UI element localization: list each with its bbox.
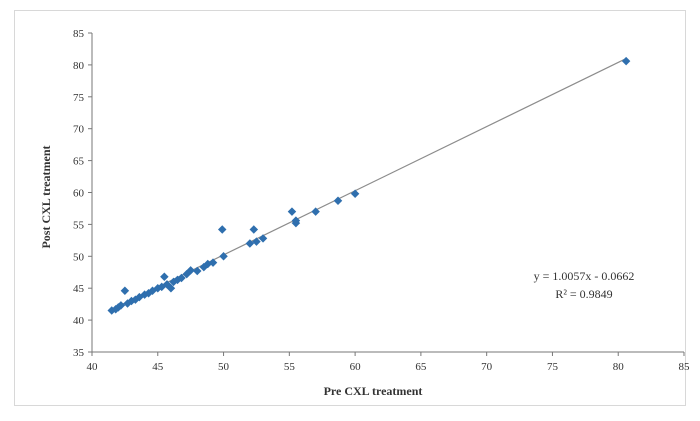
x-axis-title: Pre CXL treatment bbox=[324, 384, 423, 398]
data-point bbox=[217, 225, 227, 234]
data-point bbox=[249, 225, 259, 234]
x-tick-label: 70 bbox=[481, 361, 493, 373]
chart-frame bbox=[14, 10, 686, 406]
x-axis-ticks: 40 45 50 55 60 65 70 75 80 85 bbox=[87, 352, 691, 373]
data-point bbox=[291, 216, 301, 225]
trendline-equation: y = 1.0057x - 0.0662 bbox=[534, 269, 635, 283]
x-tick-label: 80 bbox=[613, 361, 625, 373]
data-point bbox=[116, 301, 126, 310]
data-point bbox=[333, 196, 343, 206]
x-tick-label: 65 bbox=[415, 361, 427, 373]
y-tick-label: 85 bbox=[73, 28, 85, 40]
y-tick-label: 75 bbox=[73, 92, 85, 104]
x-tick-label: 40 bbox=[87, 361, 99, 373]
y-tick-label: 70 bbox=[73, 124, 85, 136]
y-tick-label: 65 bbox=[73, 156, 85, 168]
data-point bbox=[245, 239, 255, 248]
data-point bbox=[287, 207, 297, 216]
data-point bbox=[166, 283, 176, 293]
x-tick-label: 85 bbox=[679, 361, 691, 373]
data-point bbox=[177, 273, 186, 283]
y-tick-label: 35 bbox=[73, 347, 85, 359]
y-axis-title: Post CXL treatment bbox=[39, 145, 53, 248]
x-tick-label: 75 bbox=[547, 361, 559, 373]
data-point bbox=[186, 266, 195, 275]
r-squared-label: R² = 0.9849 bbox=[555, 287, 612, 301]
x-tick-label: 60 bbox=[350, 361, 362, 373]
x-tick-label: 45 bbox=[152, 361, 164, 373]
y-tick-label: 60 bbox=[73, 188, 85, 200]
data-point bbox=[193, 266, 202, 276]
x-tick-label: 50 bbox=[218, 361, 230, 373]
x-tick-label: 55 bbox=[284, 361, 296, 373]
data-points bbox=[107, 56, 631, 315]
y-axis-ticks: 35 40 45 50 55 60 65 70 75 80 85 bbox=[73, 28, 92, 359]
data-point bbox=[258, 234, 268, 243]
y-tick-label: 40 bbox=[73, 315, 85, 327]
data-point bbox=[350, 189, 360, 199]
data-point bbox=[208, 258, 218, 267]
data-point bbox=[120, 286, 130, 295]
data-point bbox=[160, 272, 169, 281]
y-tick-label: 50 bbox=[73, 251, 85, 263]
y-tick-label: 80 bbox=[73, 60, 85, 72]
y-tick-label: 55 bbox=[73, 219, 85, 231]
data-point bbox=[311, 207, 320, 216]
y-tick-label: 45 bbox=[73, 283, 85, 295]
data-point bbox=[621, 56, 631, 66]
